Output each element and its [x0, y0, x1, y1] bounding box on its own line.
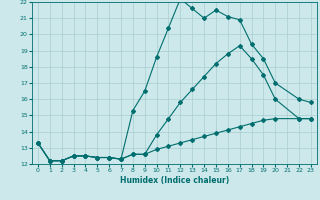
- X-axis label: Humidex (Indice chaleur): Humidex (Indice chaleur): [120, 176, 229, 185]
